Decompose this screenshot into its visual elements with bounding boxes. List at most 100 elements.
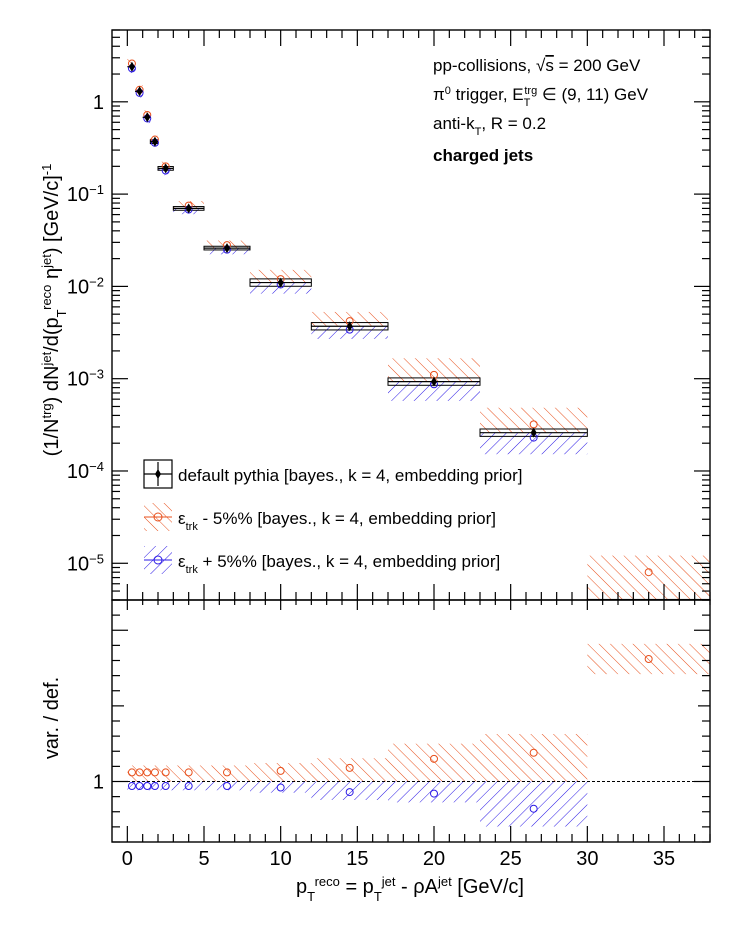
ratio-band-minus-6 [204, 765, 250, 782]
ratio-band-minus-2 [142, 765, 151, 782]
x-tick-label-7: 35 [653, 848, 675, 870]
ratio-band-plus-8 [311, 781, 388, 800]
ratio-band-minus-10 [480, 734, 588, 782]
y-tick-label-2: 10−3 [67, 366, 104, 391]
ratio-point-minus-0 [127, 768, 136, 777]
point-default-10 [530, 427, 537, 438]
ratio-band-plus-3 [150, 781, 158, 791]
annotation-algorithm: anti-kT, R = 0.2 [433, 114, 546, 138]
point-default-7 [277, 277, 284, 288]
y-tick-label-3: 10−2 [67, 274, 104, 299]
band-plus-10 [480, 432, 588, 455]
legend: default pythia [bayes., k = 4, embedding… [143, 459, 522, 576]
ratio-band-plus-10 [480, 781, 588, 827]
x-tick-label-1: 5 [198, 848, 209, 870]
ratio-band-minus-11 [587, 643, 710, 675]
band-minus-7 [250, 269, 312, 283]
y-axis-label-top: (1/Ntrg) dNjet/d(pTreco ηjet) [GeV/c]-1 [39, 164, 69, 457]
y-axis-label-bottom: var. / def. [41, 677, 63, 759]
point-default-0 [128, 61, 135, 72]
ratio-band-minus-1 [135, 765, 143, 782]
ratio-point-plus-5 [184, 782, 193, 791]
ratio-band-plus-1 [135, 781, 143, 791]
point-default-3 [151, 136, 158, 147]
ratio-point-minus-2 [143, 768, 152, 777]
ratio-point-minus-3 [150, 768, 159, 777]
legend-entry-minus: εtrk - 5%% [bayes., k = 4, embedding pri… [144, 503, 496, 533]
legend-label-default: default pythia [bayes., k = 4, embedding… [178, 466, 522, 485]
point-default-8 [346, 321, 353, 332]
ratio-band-plus-6 [204, 781, 250, 791]
ratio-point-plus-3 [150, 782, 159, 791]
x-tick-label-3: 15 [346, 848, 368, 870]
point-default-6 [224, 243, 230, 254]
ratio-band-minus-4 [158, 765, 174, 782]
ratio-frame [111, 599, 711, 843]
x-tick-label-2: 10 [270, 848, 292, 870]
point-default-9 [431, 376, 437, 387]
y-tick-label-1: 10−4 [67, 458, 104, 483]
ratio-point-plus-9 [430, 789, 438, 798]
point-default-5 [185, 203, 192, 214]
x-tick-label-5: 25 [500, 848, 522, 870]
ratio-point-minus-10 [529, 748, 538, 757]
ratio-band-plus-7 [250, 781, 312, 793]
ratio-point-minus-4 [161, 768, 170, 777]
point-minus-11 [644, 568, 653, 577]
ratio-band-minus-8 [311, 758, 388, 782]
x-tick-label-4: 20 [423, 848, 445, 870]
band-plus-9 [388, 381, 480, 401]
ratio-band-plus-4 [158, 781, 174, 791]
ratio-point-plus-10 [529, 804, 538, 813]
annotation-jets: charged jets [433, 146, 533, 165]
ratio-band-minus-7 [250, 763, 312, 782]
top-panel: 10−5 10−4 10−3 10−2 10−1 1 [67, 29, 711, 622]
band-minus-9 [388, 358, 480, 382]
ratio-point-minus-8 [345, 763, 354, 772]
point-default-2 [144, 112, 151, 123]
ratio-point-plus-6 [223, 782, 231, 791]
ratio-band-minus-3 [150, 765, 158, 782]
ratio-point-minus-11 [644, 654, 653, 663]
annotation-collisions: pp-collisions, √s = 200 GeV [433, 56, 641, 75]
legend-label-plus: εtrk + 5%% [bayes., k = 4, embedding pri… [178, 552, 500, 576]
ratio-point-plus-4 [161, 782, 170, 791]
ratio-point-minus-5 [184, 768, 193, 777]
ratio-panel: 0 5 10 15 20 25 30 35 1 [93, 599, 711, 870]
x-tick-label-6: 30 [576, 848, 598, 870]
band-minus-0 [127, 58, 135, 67]
ratio-band-plus-0 [127, 781, 135, 791]
ratio-band-plus-5 [173, 781, 204, 791]
legend-entry-plus: εtrk + 5%% [bayes., k = 4, embedding pri… [144, 546, 500, 576]
ratio-band-plus-9 [388, 781, 480, 803]
top-data [127, 58, 710, 622]
ratio-point-plus-2 [143, 782, 152, 791]
ratio-point-plus-1 [135, 782, 144, 791]
ratio-data [112, 643, 710, 827]
legend-label-minus: εtrk - 5%% [bayes., k = 4, embedding pri… [178, 509, 496, 533]
y-tick-label-0: 10−5 [67, 551, 104, 576]
ratio-point-plus-8 [345, 788, 354, 797]
point-default-4 [162, 163, 169, 174]
band-plus-8 [311, 326, 388, 339]
ratio-point-minus-6 [223, 768, 231, 777]
band-plus-11 [587, 603, 710, 622]
ratio-point-minus-7 [276, 766, 285, 775]
x-tick-label-0: 0 [122, 848, 133, 870]
ratio-band-minus-5 [173, 765, 204, 782]
point-default-1 [136, 86, 143, 97]
ratio-point-plus-0 [127, 782, 136, 791]
x-axis-label: pTreco = pTjet - ρAjet [GeV/c] [296, 874, 524, 904]
ratio-band-plus-2 [142, 781, 151, 791]
ratio-point-minus-1 [135, 768, 144, 777]
legend-entry-default: default pythia [bayes., k = 4, embedding… [143, 459, 522, 489]
y-tick-label-4: 10−1 [67, 182, 104, 207]
annotation-trigger: π0 trigger, ETtrg ∈ (9, 11) GeV [433, 85, 649, 109]
ratio-point-minus-9 [430, 754, 438, 763]
ratio-point-plus-7 [276, 783, 285, 792]
y-tick-label-5: 1 [93, 92, 104, 114]
ratio-band-minus-0 [127, 765, 135, 782]
ratio-y-tick-label-0: 1 [93, 772, 104, 794]
